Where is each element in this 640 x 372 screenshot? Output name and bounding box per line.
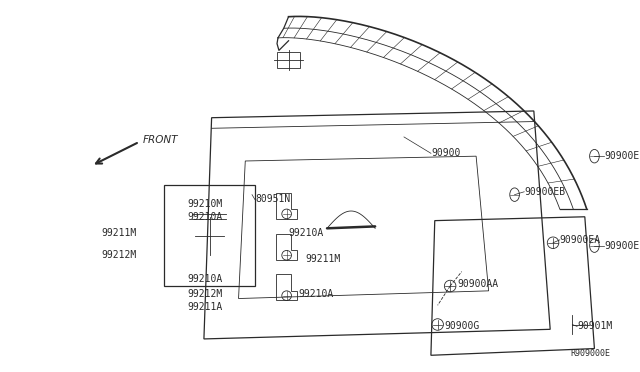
- Text: 99212M: 99212M: [101, 250, 136, 260]
- Text: 99211M: 99211M: [306, 254, 341, 264]
- Text: 99210A: 99210A: [289, 228, 324, 238]
- Text: R909000E: R909000E: [571, 349, 611, 358]
- Text: 80951N: 80951N: [255, 195, 290, 205]
- Text: 90900E: 90900E: [604, 241, 639, 251]
- Text: 99211A: 99211A: [188, 302, 223, 312]
- Text: 99211M: 99211M: [101, 228, 136, 238]
- Bar: [277, 52, 300, 68]
- Text: 99210A: 99210A: [298, 289, 333, 299]
- Text: 90901M: 90901M: [577, 321, 612, 331]
- Text: 90900E: 90900E: [604, 151, 639, 161]
- Text: 90900AA: 90900AA: [457, 279, 498, 289]
- Text: 99210A: 99210A: [188, 274, 223, 284]
- Text: 90900EA: 90900EA: [560, 235, 601, 245]
- Text: 90900: 90900: [431, 148, 460, 158]
- Text: 99210A: 99210A: [188, 212, 223, 222]
- Text: FRONT: FRONT: [142, 135, 178, 145]
- Text: 90900EB: 90900EB: [524, 187, 565, 197]
- Text: 99210M: 99210M: [188, 199, 223, 209]
- Text: 90900G: 90900G: [444, 321, 479, 331]
- Text: 99212M: 99212M: [188, 289, 223, 299]
